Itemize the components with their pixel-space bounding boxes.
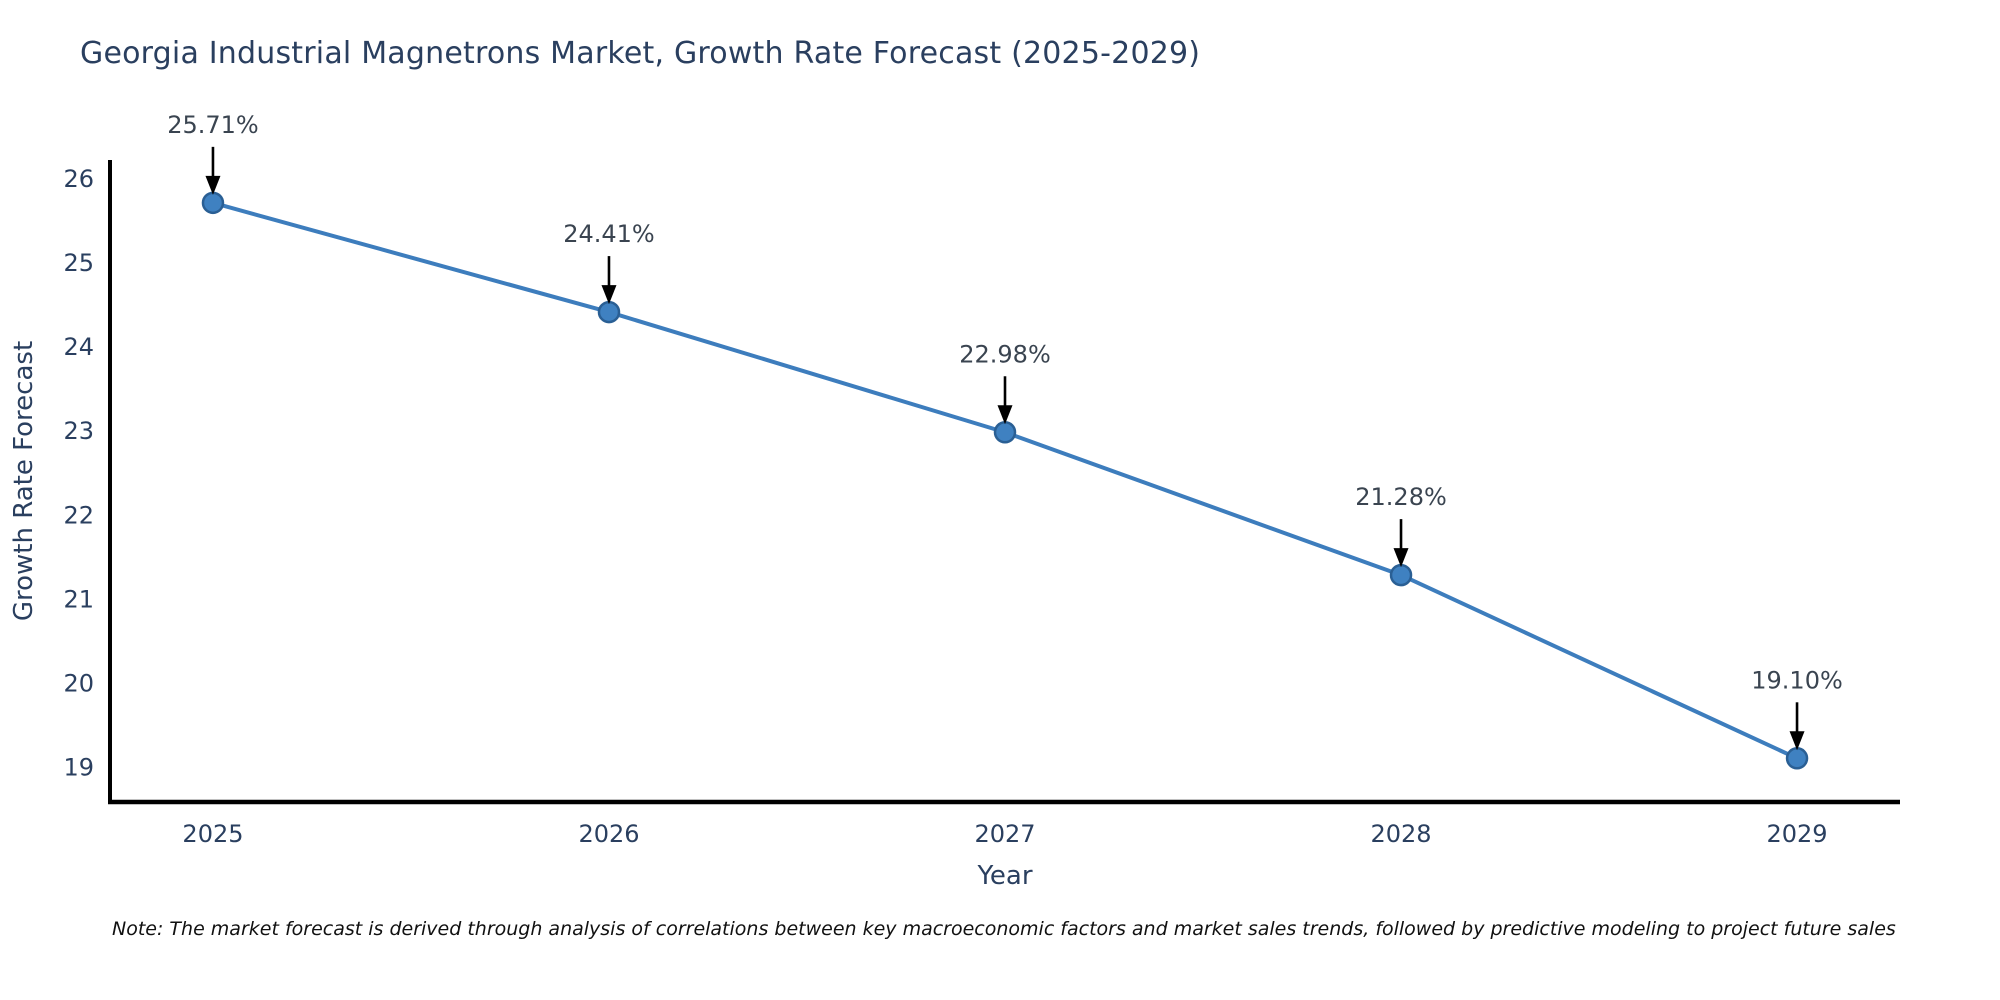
chart-title: Georgia Industrial Magnetrons Market, Gr… [80,36,1201,71]
annotation-arrow-head [997,405,1013,425]
y-tick-label: 21 [63,585,94,613]
data-point-marker[interactable] [1785,747,1809,770]
x-tick-label: 2026 [578,820,639,848]
x-tick-label: 2029 [1766,820,1827,848]
y-axis-title: Growth Rate Forecast [9,341,39,621]
data-point-marker[interactable] [1389,563,1413,587]
data-point-label: 24.41% [563,220,655,248]
y-tick-label: 26 [63,165,94,193]
data-point-marker[interactable] [201,191,225,215]
data-point-label: 21.28% [1355,483,1447,511]
y-tick-label: 24 [63,333,94,361]
annotation-arrow-head [1393,548,1409,568]
data-point-label: 25.71% [167,111,259,139]
series-line [210,200,1800,761]
x-tick-label: 2025 [182,820,243,848]
x-tick-label: 2027 [974,820,1035,848]
annotation-arrow-head [601,285,617,305]
y-tick-label: 20 [63,669,94,697]
chart-footnote: Note: The market forecast is derived thr… [112,918,1896,940]
data-point-label: 19.10% [1751,666,1843,694]
data-point-marker[interactable] [597,300,621,324]
data-point-label: 22.98% [959,340,1051,368]
y-tick-label: 22 [63,501,94,529]
annotation-arrow-head [205,175,221,195]
x-tick-label: 2028 [1370,820,1431,848]
data-point-marker[interactable] [993,421,1017,444]
annotation-arrow-head [1789,731,1805,751]
y-tick-label: 19 [63,753,94,781]
y-tick-label: 23 [63,417,94,445]
x-axis-title: Year [976,861,1032,891]
y-tick-label: 25 [63,249,94,277]
